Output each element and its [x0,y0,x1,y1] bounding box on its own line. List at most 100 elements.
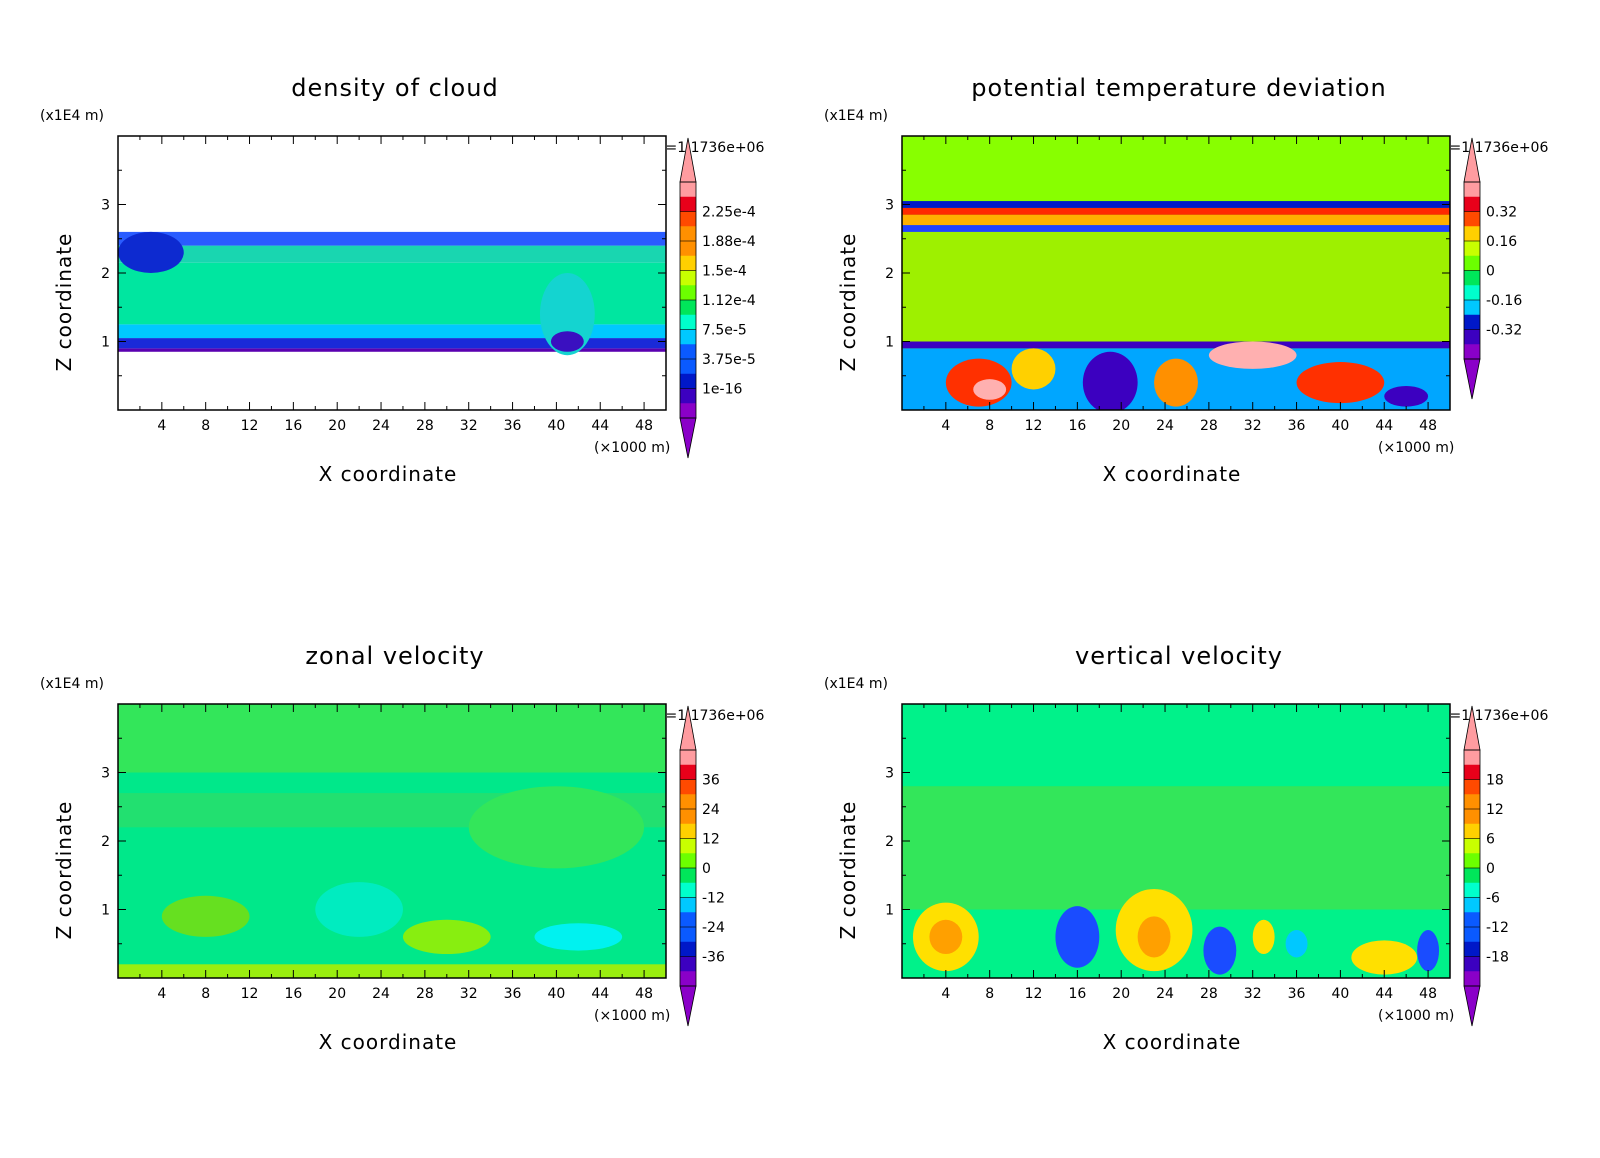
colorbar-label: 1e-16 [702,382,742,398]
colorbar-arrow-top [1463,705,1481,751]
field-band [118,704,666,773]
x-tick-label: 36 [1288,986,1306,1002]
x-tick-label: 32 [460,986,478,1002]
colorbar-swatch [1464,270,1480,286]
chart-title: zonal velocity [305,642,485,670]
colorbar-label: 0 [1486,861,1495,877]
colorbar-swatch [680,403,696,419]
field-band [902,225,1450,232]
x-tick-label: 40 [547,418,565,434]
y-tick-label: 2 [101,834,110,850]
colorbar-swatch [1464,241,1480,257]
colorbar-swatch [1464,226,1480,242]
colorbar-swatch [680,779,696,795]
colorbar-swatch [1464,941,1480,957]
colorbar-swatch [680,868,696,884]
y-axis-unit: (x1E4 m) [824,108,888,124]
colorbar-swatch [680,794,696,810]
field-feature [534,923,623,951]
colorbar-swatch [680,182,696,198]
field-feature [1082,351,1138,410]
x-tick-label: 24 [1156,986,1174,1002]
x-axis-unit: (×1000 m) [1378,1008,1455,1024]
y-tick-label: 1 [101,335,110,351]
y-tick-label: 3 [101,766,110,782]
colorbar-label: 0 [702,861,711,877]
colorbar-swatch [680,971,696,987]
field-band [118,348,666,352]
field-layer [902,136,1450,410]
colorbar-arrow-top [679,137,697,183]
y-axis-unit: (x1E4 m) [824,676,888,692]
colorbar-swatch [680,853,696,869]
colorbar-label: 12 [1486,802,1504,818]
colorbar-label: -24 [702,920,725,936]
x-tick-label: 36 [1288,418,1306,434]
x-tick-label: 40 [1331,986,1349,1002]
field-band [118,245,666,263]
colorbar-swatch [1464,927,1480,943]
x-tick-label: 32 [1244,986,1262,1002]
colorbar-label: 3.75e-5 [702,352,756,368]
chart-panel-cloud-density: density of cloud (x1E4 m) t=1.1736e+06 Z… [0,74,790,554]
colorbar-label: -36 [702,950,725,966]
colorbar-swatch [680,226,696,242]
x-tick-label: 20 [1112,418,1130,434]
field-feature [315,882,403,937]
field-layer [118,136,666,410]
colorbar-swatch [680,912,696,928]
x-tick-label: 16 [284,418,302,434]
y-tick-label: 3 [885,766,894,782]
field-feature [1351,940,1418,975]
y-tick-label: 1 [885,335,894,351]
x-tick-label: 32 [1244,418,1262,434]
y-tick-label: 2 [101,266,110,282]
colorbar-swatch [1464,794,1480,810]
x-tick-label: 44 [1375,418,1393,434]
field-feature [1055,906,1100,968]
colorbar-label: 12 [702,832,720,848]
field-feature [468,786,645,869]
colorbar-swatch [680,373,696,389]
x-tick-label: 36 [504,418,522,434]
field-band [118,231,666,246]
colorbar-label: -0.16 [1486,293,1522,309]
colorbar-swatch [680,314,696,330]
colorbar-arrow-bottom [1463,985,1481,1027]
colorbar-label: 0.32 [1486,205,1517,221]
x-tick-label: 28 [1200,986,1218,1002]
x-tick-label: 4 [157,986,166,1002]
field-band [902,214,1450,226]
x-tick-label: 24 [372,986,390,1002]
field-feature [1384,386,1429,407]
colorbar-label: -12 [702,891,725,907]
colorbar-swatch [680,388,696,404]
colorbar-arrow-bottom [679,417,697,459]
field-band [902,341,1450,349]
y-axis-unit: (x1E4 m) [40,108,104,124]
colorbar-swatch [1464,329,1480,345]
field-feature [1252,919,1275,955]
field-band [118,964,666,978]
field-feature [1137,916,1171,958]
colorbar-arrow-bottom [679,985,697,1027]
y-tick-label: 3 [101,198,110,214]
x-tick-label: 8 [201,986,210,1002]
colorbar-swatch [680,823,696,839]
x-tick-label: 44 [591,986,609,1002]
colorbar-swatch [680,750,696,766]
y-tick-label: 2 [885,834,894,850]
x-tick-label: 44 [591,418,609,434]
chart-title: density of cloud [291,74,499,102]
x-tick-label: 48 [635,986,653,1002]
x-tick-label: 8 [985,418,994,434]
colorbar-swatch [680,359,696,375]
field-band [118,324,666,339]
colorbar-arrow-bottom [1463,358,1481,400]
colorbar-swatch [1464,211,1480,227]
x-axis-unit: (×1000 m) [594,1008,671,1024]
colorbar-swatch [680,255,696,271]
field-feature [161,895,250,937]
